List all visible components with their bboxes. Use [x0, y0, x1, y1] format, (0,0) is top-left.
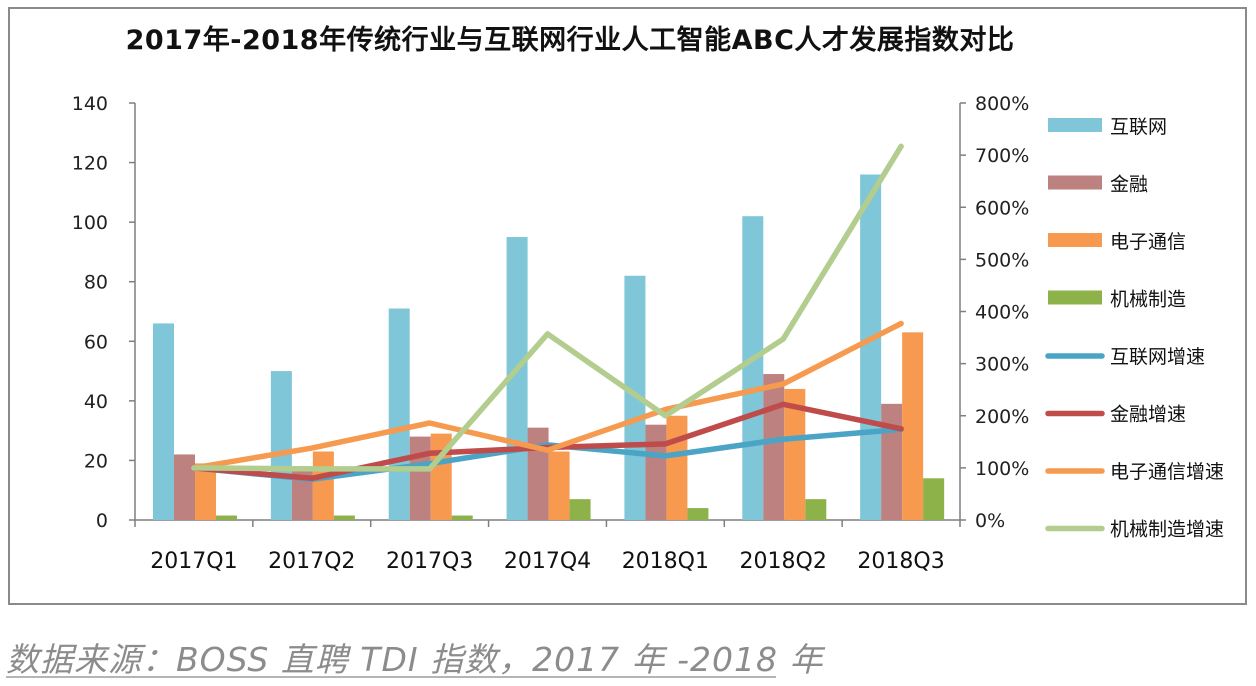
- y-tick-label-left: 140: [72, 93, 108, 115]
- bar-4: [451, 515, 473, 520]
- y-tick-label-right: 700%: [975, 145, 1029, 167]
- legend-label: 互联网增速: [1110, 346, 1205, 368]
- x-tick-label: 2018Q2: [740, 549, 827, 574]
- legend-label: 机械制造: [1110, 289, 1186, 311]
- legend-swatch-bar: [1048, 233, 1102, 247]
- lines: [191, 143, 904, 483]
- y-tick-label-right: 500%: [975, 249, 1029, 271]
- axes: 0 20 40 60 80 100 120 140 0% 100% 200% 300% 400% 500%…: [72, 93, 1030, 574]
- bar-2: [527, 427, 549, 520]
- x-tick-label: 2018Q1: [622, 549, 709, 574]
- x-tick-label: 2018Q3: [857, 549, 944, 574]
- legend-swatch-bar: [1048, 118, 1102, 132]
- bar-3: [784, 388, 806, 520]
- bar-2: [763, 374, 785, 520]
- bar-4: [805, 499, 827, 520]
- bar-1: [742, 216, 764, 520]
- chart-title: 2017年-2018年传统行业与互联网行业人工智能ABC人才发展指数对比: [125, 25, 1015, 56]
- source-underline: [6, 676, 776, 678]
- bar-1: [388, 308, 410, 520]
- bar-4: [216, 515, 237, 520]
- y-tick-label-right: 100%: [975, 458, 1029, 480]
- y-tick-label-left: 40: [84, 391, 108, 413]
- legend-swatch-bar: [1048, 175, 1102, 190]
- source-note: 数据来源：BOSS 直聘 TDI 指数，2017 年 -2018 年: [6, 640, 824, 679]
- legend-label: 互联网: [1110, 116, 1167, 138]
- legend-label: 电子通信: [1110, 231, 1186, 253]
- bars: [153, 174, 945, 521]
- legend-label: 金融: [1110, 174, 1148, 196]
- bar-4: [333, 515, 355, 520]
- bar-2: [409, 436, 431, 520]
- y-tick-label-right: 200%: [975, 406, 1029, 428]
- bar-3: [902, 332, 924, 520]
- bar-3: [312, 451, 334, 520]
- y-tick-label-left: 80: [84, 272, 108, 294]
- bar-3: [548, 451, 570, 520]
- bar-4: [923, 478, 945, 520]
- bar-2: [174, 454, 195, 520]
- x-tick-label: 2017Q4: [504, 549, 591, 574]
- y-tick-label-right: 800%: [975, 93, 1029, 115]
- y-tick-label-left: 60: [84, 331, 108, 353]
- x-tick-label: 2017Q1: [150, 549, 237, 574]
- bar-3: [666, 415, 688, 520]
- y-tick-label-left: 0: [96, 510, 108, 532]
- y-tick-label-right: 300%: [975, 354, 1029, 376]
- bar-2: [881, 403, 903, 520]
- bar-1: [270, 371, 292, 520]
- bar-2: [645, 424, 667, 520]
- bar-1: [860, 174, 882, 520]
- bar-4: [569, 499, 591, 520]
- y-tick-label-left: 120: [72, 153, 108, 175]
- bar-1: [153, 323, 174, 520]
- legend-label: 电子通信增速: [1110, 461, 1224, 483]
- y-tick-label-right: 400%: [975, 302, 1029, 324]
- bar-4: [687, 508, 709, 520]
- chart-svg: 0 20 40 60 80 100 120 140 0% 100% 200% 300% 400% 500%…: [72, 93, 1224, 574]
- legend-swatch-bar: [1048, 290, 1102, 305]
- bar-3: [195, 463, 216, 520]
- x-tick-label: 2017Q3: [386, 549, 473, 574]
- legend-label: 机械制造增速: [1110, 519, 1224, 541]
- x-tick-label: 2017Q2: [268, 549, 355, 574]
- y-tick-label-right: 0%: [975, 510, 1005, 532]
- legend-label: 金融增速: [1110, 404, 1186, 426]
- y-tick-label-left: 20: [84, 450, 108, 472]
- y-tick-label-right: 600%: [975, 197, 1029, 219]
- y-tick-label-left: 100: [72, 212, 108, 234]
